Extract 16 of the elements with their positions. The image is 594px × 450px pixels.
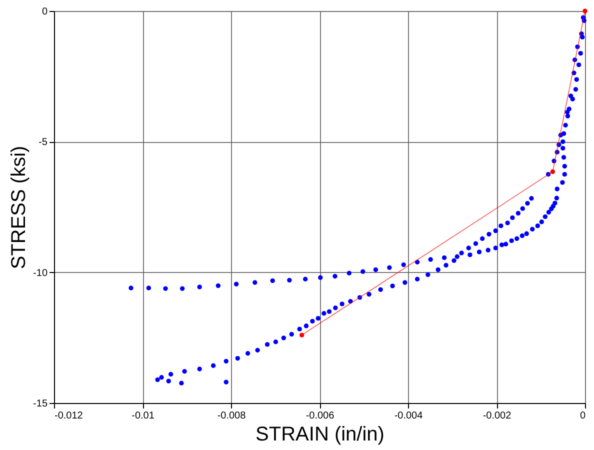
- point: [550, 169, 556, 174]
- point: [299, 332, 304, 338]
- y-tick-label: -15: [33, 398, 48, 410]
- y-tick-label: 0: [42, 6, 48, 18]
- x-tick-label: -0.012: [54, 410, 84, 422]
- x-tick-label: -0.004: [394, 410, 424, 422]
- y-axis-title: STRESS (ksi): [8, 146, 30, 270]
- x-tick-label: -0.008: [217, 410, 246, 422]
- y-tick-label: -5: [38, 137, 48, 148]
- point: [582, 8, 588, 14]
- x-tick-label: -0.002: [482, 410, 512, 422]
- y-tick-label: -10: [33, 268, 48, 279]
- x-tick-label: -0.006: [306, 410, 335, 422]
- x-tick-label: -0.01: [132, 410, 155, 422]
- x-axis-title: STRAIN (in/in): [256, 424, 384, 446]
- x-tick-label: 0: [580, 410, 586, 422]
